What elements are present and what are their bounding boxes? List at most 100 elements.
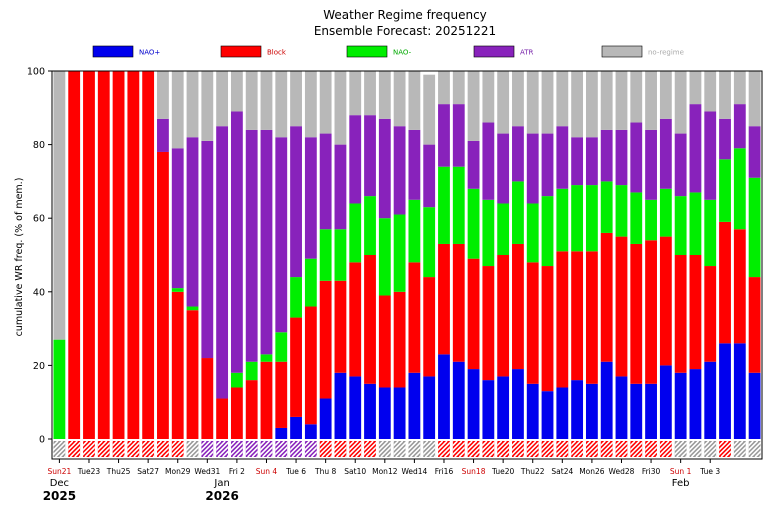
bar-no-regime-47	[748, 71, 761, 127]
bar-block-22	[378, 295, 391, 388]
x-axis: Sun21 Tue23 Thu25 Sat27 Mon29 Wed31 Fri 2 Sun 4…	[43, 459, 720, 503]
regime-strip-hatch-38	[615, 441, 628, 457]
bar-block-45	[719, 221, 731, 344]
bar-nao--35	[571, 380, 584, 439]
regime-strip-hatch-31	[512, 441, 524, 457]
bar-atr-39	[630, 122, 643, 193]
bar-atr-16	[290, 126, 302, 278]
x-tick-label-30: Tue20	[491, 467, 515, 476]
x-tick-label-24: Wed14	[401, 467, 427, 476]
bar-nao--9	[186, 306, 199, 311]
bar-atr-42	[674, 133, 687, 197]
bar-nao--8	[171, 288, 184, 292]
bar-atr-41	[659, 118, 672, 189]
bar-no-regime-28	[467, 71, 480, 141]
bar-nao--20	[349, 203, 362, 263]
regime-strip-hatch-17	[304, 441, 317, 457]
regime-strip-hatch-32	[526, 441, 539, 457]
bar-atr-10	[201, 140, 214, 359]
bar-atr-20	[349, 115, 362, 204]
bar-no-regime-10	[201, 71, 214, 141]
regime-strip-hatch-1	[68, 441, 81, 457]
bar-nao--27	[452, 166, 465, 244]
bar-nao--28	[467, 188, 480, 259]
bar-nao--42	[674, 372, 687, 439]
bar-block-34	[556, 251, 569, 388]
regime-strip-hatch-8	[171, 441, 184, 457]
bar-nao--46	[733, 343, 746, 439]
bar-atr-19	[334, 144, 347, 230]
bar-block-35	[571, 251, 584, 381]
bar-atr-45	[719, 118, 731, 160]
bar-block-27	[452, 243, 465, 362]
y-tick-label-0: 0	[39, 435, 45, 446]
bar-atr-9	[186, 137, 199, 307]
x-tick-label-38: Wed28	[609, 467, 635, 476]
bar-nao--22	[378, 218, 391, 296]
bar-block-44	[704, 266, 717, 362]
bar-nao--36	[585, 383, 598, 439]
regime-strip-hatch-19	[334, 441, 347, 457]
regime-strip-hatch-33	[541, 441, 554, 457]
bar-block-24	[408, 262, 421, 373]
regime-strip-hatch-4	[112, 441, 125, 457]
bar-atr-29	[482, 122, 495, 200]
bar-nao--43	[689, 192, 702, 255]
regime-strip-hatch-44	[704, 441, 717, 457]
bar-nao--19	[334, 229, 347, 281]
bar-nao--37	[600, 181, 613, 233]
bar-block-38	[615, 236, 628, 377]
legend-swatch-block	[220, 45, 262, 58]
x-tick-label-18: Thu 8	[314, 467, 336, 476]
bar-nao--29	[482, 380, 495, 439]
bar-nao--16	[290, 277, 302, 318]
regime-strip-hatch-25	[423, 441, 436, 457]
bar-nao--30	[497, 203, 510, 255]
bar-no-regime-33	[541, 71, 554, 134]
dominant-regime-strip	[53, 441, 761, 457]
bar-block-14	[260, 361, 273, 439]
regime-strip-hatch-26	[438, 441, 450, 457]
bar-no-regime-14	[260, 71, 273, 130]
bar-nao--45	[719, 159, 731, 222]
y-tick-label-40: 40	[33, 287, 45, 298]
regime-strip-hatch-24	[408, 441, 421, 457]
bar-atr-15	[275, 137, 288, 333]
bar-nao--13	[245, 361, 258, 381]
bar-no-regime-16	[290, 71, 302, 127]
bar-block-28	[467, 258, 480, 370]
bar-nao--41	[659, 188, 672, 237]
bar-atr-18	[319, 133, 332, 230]
bar-atr-36	[585, 137, 598, 186]
bar-block-12	[230, 387, 243, 439]
bar-atr-17	[304, 137, 317, 259]
x-tick-label-26: Fri16	[435, 467, 454, 476]
x-tick-label-20: Sat10	[344, 467, 366, 476]
bar-atr-25	[423, 144, 436, 208]
bar-nao--23	[393, 214, 406, 292]
bar-no-regime-18	[319, 71, 332, 134]
bar-no-regime-40	[645, 71, 657, 130]
regime-strip-hatch-27	[452, 441, 465, 457]
bar-nao--34	[556, 188, 569, 252]
regime-strip-hatch-9	[186, 441, 199, 457]
legend-label-no-regime: no-regime	[648, 49, 684, 57]
x-tick-label-36: Mon26	[579, 467, 605, 476]
bar-nao--15	[275, 427, 288, 439]
x-tick-label-44: Tue 3	[699, 467, 720, 476]
bar-atr-13	[245, 129, 258, 362]
regime-strip-hatch-16	[290, 441, 302, 457]
regime-strip-hatch-20	[349, 441, 362, 457]
bar-atr-31	[512, 126, 524, 182]
x-tick-label-12: Fri 2	[229, 467, 245, 476]
bar-atr-47	[748, 126, 761, 178]
bar-block-13	[245, 380, 258, 439]
regime-strip-hatch-13	[245, 441, 258, 457]
bar-block-4	[112, 71, 125, 439]
bar-atr-23	[393, 126, 406, 215]
bar-block-36	[585, 251, 598, 384]
legend-label-nao-: NAO-	[393, 49, 412, 57]
bar-atr-43	[689, 104, 702, 193]
bar-nao--32	[526, 203, 539, 263]
